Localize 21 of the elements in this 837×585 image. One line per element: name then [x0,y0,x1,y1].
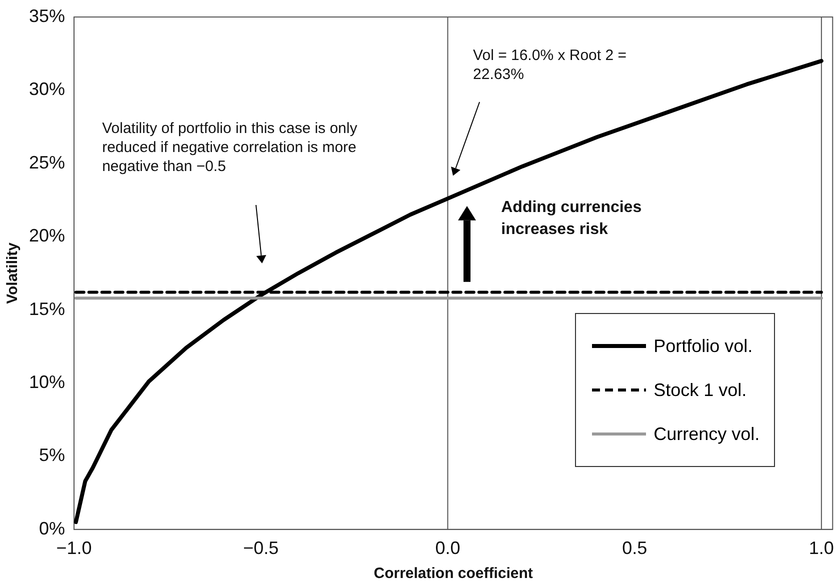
legend-label: Stock 1 vol. [654,380,747,401]
y-tick-label: 5% [39,445,66,466]
y-tick-label: 20% [28,226,66,246]
x-tick-label: −0.5 [243,538,279,558]
x-axis-title: Correlation coefficient [374,565,533,582]
x-tick-label: 0.5 [622,538,648,558]
x-tick-label: 1.0 [808,538,834,558]
annotation: Adding currencies increases risk [501,198,643,240]
y-tick-label: 0% [39,518,66,538]
legend-label: Portfolio vol. [654,336,753,357]
x-tick-label: 0.0 [435,538,460,558]
y-tick-label: 10% [28,372,66,392]
y-tick-label: 15% [28,298,66,319]
y-tick-label: 25% [28,152,66,172]
x-tick-label: −1.0 [56,538,92,558]
y-tick-label: 35% [28,6,66,26]
annotation: Vol = 16.0% x Root 2 = 22.63% [473,46,628,84]
y-tick-label: 30% [28,79,66,100]
legend-label: Currency vol. [654,424,760,445]
annotation: Volatility of portfolio in this case is only reduced if negative correlation is more negative than −0.5 [102,119,358,176]
y-axis-title: Volatility [4,242,22,304]
